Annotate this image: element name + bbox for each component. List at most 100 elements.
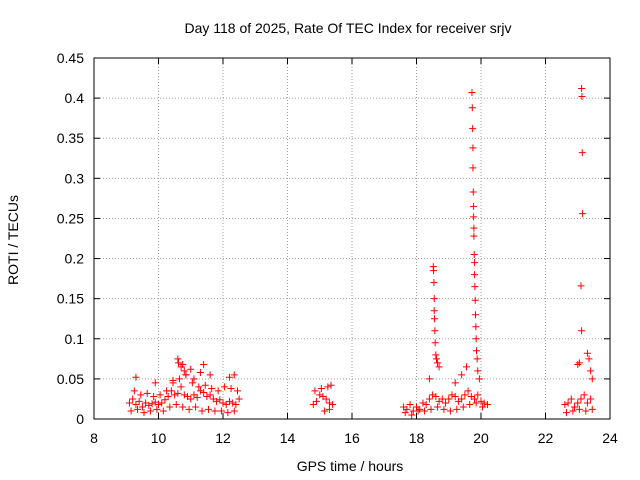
data-point <box>588 405 596 413</box>
data-point <box>574 399 582 407</box>
data-point <box>161 396 169 404</box>
data-point <box>187 395 195 403</box>
data-point <box>466 401 474 409</box>
data-point <box>451 379 459 387</box>
data-point <box>462 363 470 371</box>
data-point <box>433 359 441 367</box>
data-point <box>169 376 177 384</box>
data-point <box>472 311 480 319</box>
data-point <box>458 395 466 403</box>
data-point <box>425 395 433 403</box>
data-point <box>472 347 480 355</box>
y-tick-label: 0.3 <box>65 170 85 186</box>
data-point <box>163 387 171 395</box>
data-point <box>448 391 456 399</box>
data-point <box>432 393 440 401</box>
data-point <box>132 401 140 409</box>
y-tick-label: 0.1 <box>65 331 85 347</box>
x-tick-label: 22 <box>538 430 554 446</box>
data-point <box>440 405 448 413</box>
data-point <box>472 399 480 407</box>
data-point <box>470 232 478 240</box>
data-point <box>406 401 414 409</box>
data-point <box>470 251 478 259</box>
data-point <box>474 367 482 375</box>
y-tick-label: 0.25 <box>57 210 84 226</box>
data-point <box>174 359 182 367</box>
x-tick-label: 8 <box>90 430 98 446</box>
y-tick-label: 0.05 <box>57 371 84 387</box>
data-point <box>480 399 488 407</box>
data-point <box>471 296 479 304</box>
points-layer <box>125 84 596 419</box>
data-point <box>438 395 446 403</box>
data-point <box>135 397 143 405</box>
data-point <box>206 371 214 379</box>
data-point <box>235 395 243 403</box>
data-point <box>329 401 337 409</box>
data-point <box>151 379 159 387</box>
y-tick-label: 0.15 <box>57 291 84 307</box>
data-point <box>213 397 221 405</box>
data-point <box>188 379 196 387</box>
data-point <box>403 405 411 413</box>
data-point <box>425 375 433 383</box>
data-point <box>225 373 233 381</box>
data-point <box>578 149 586 157</box>
data-point <box>431 339 439 347</box>
data-point <box>201 381 209 389</box>
data-point <box>316 391 324 399</box>
x-tick-label: 18 <box>409 430 425 446</box>
data-point <box>475 375 483 383</box>
data-point <box>583 349 591 357</box>
data-point <box>198 407 206 415</box>
data-point <box>159 407 167 415</box>
data-point <box>196 387 204 395</box>
data-point <box>224 409 232 417</box>
ticks-layer: 8 10 12 14 16 18 20 22 24 0 0.05 0.1 0.15 0.2 0.25 0.3 0… <box>57 50 618 446</box>
data-point <box>422 401 430 409</box>
data-point <box>143 389 151 397</box>
y-tick-label: 0.2 <box>65 251 85 267</box>
data-point <box>430 267 438 275</box>
data-point <box>401 409 409 417</box>
data-point <box>578 84 586 92</box>
data-point <box>322 395 330 403</box>
data-point <box>471 259 479 267</box>
data-point <box>461 391 469 399</box>
data-point <box>187 365 195 373</box>
data-point <box>580 391 588 399</box>
data-point <box>311 387 319 395</box>
data-point <box>468 104 476 112</box>
data-point <box>587 395 595 403</box>
data-point <box>200 389 208 397</box>
data-point <box>571 403 579 411</box>
data-point <box>317 385 325 393</box>
data-point <box>585 355 593 363</box>
data-point <box>156 391 164 399</box>
data-point <box>419 399 427 407</box>
x-tick-label: 24 <box>602 430 618 446</box>
y-tick-label: 0 <box>76 411 84 427</box>
data-point <box>227 385 235 393</box>
data-point <box>432 355 440 363</box>
data-point <box>470 202 478 210</box>
data-point <box>203 393 211 401</box>
data-point <box>414 407 422 415</box>
data-point <box>129 395 137 403</box>
data-point <box>471 271 479 279</box>
data-point <box>561 401 569 409</box>
data-point <box>473 355 481 363</box>
chart-title: Day 118 of 2025, Rate Of TEC Index for r… <box>184 20 511 36</box>
data-point <box>208 385 216 393</box>
y-tick-label: 0.35 <box>57 130 84 146</box>
data-point <box>225 397 233 405</box>
data-point <box>196 368 204 376</box>
data-point <box>211 407 219 415</box>
grid-layer <box>94 58 610 419</box>
data-point <box>469 188 477 196</box>
data-point <box>230 371 238 379</box>
data-point <box>468 88 476 96</box>
